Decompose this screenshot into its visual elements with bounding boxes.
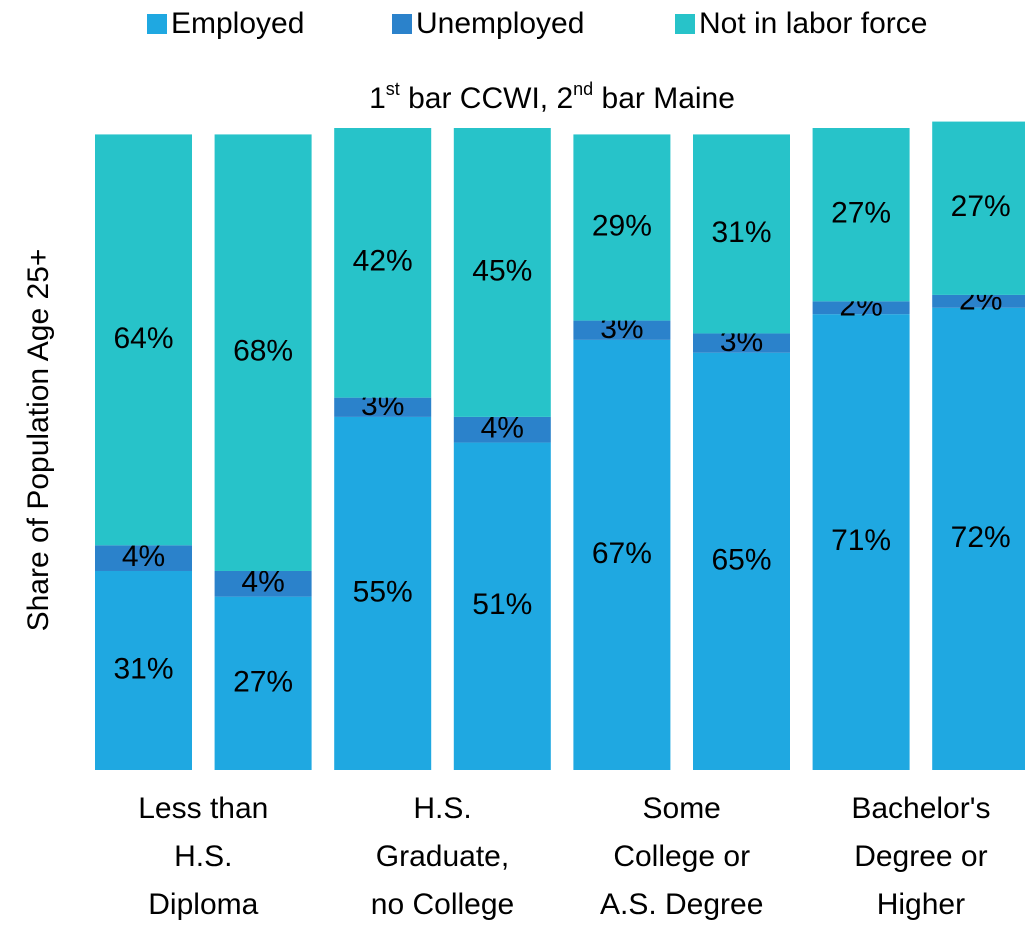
data-label: 72% bbox=[951, 521, 1011, 554]
bar-segment bbox=[932, 121, 1025, 295]
bar-segment bbox=[453, 416, 551, 443]
bar-segment bbox=[334, 416, 432, 770]
data-label: 55% bbox=[353, 575, 413, 608]
subtitle-superscript: nd bbox=[573, 79, 593, 99]
subtitle-part: bar Maine bbox=[593, 82, 735, 115]
data-label: 31% bbox=[113, 652, 173, 685]
x-tick-label: H.S. bbox=[174, 840, 232, 873]
data-label: 45% bbox=[472, 254, 532, 287]
bar-segment bbox=[812, 128, 910, 302]
bar-segment bbox=[812, 314, 910, 770]
x-tick-label: Some bbox=[643, 792, 721, 825]
data-label: 4% bbox=[481, 412, 524, 445]
bar-segment bbox=[334, 397, 432, 417]
x-tick-label: College or bbox=[613, 840, 750, 873]
bar-segment bbox=[214, 596, 312, 770]
data-label: 4% bbox=[241, 566, 284, 599]
subtitle: 1st bar CCWI, 2nd bar Maine bbox=[369, 79, 735, 115]
bar-segment bbox=[214, 134, 312, 571]
bar-segment bbox=[693, 333, 790, 353]
bar-segment bbox=[453, 442, 551, 770]
bar-segment bbox=[334, 128, 432, 398]
data-label: 27% bbox=[951, 190, 1011, 223]
data-label: 65% bbox=[711, 543, 771, 576]
bar-segment bbox=[95, 134, 192, 546]
x-tick-label: no College bbox=[371, 888, 514, 921]
data-label: 29% bbox=[592, 209, 652, 242]
data-label: 51% bbox=[472, 588, 532, 621]
data-label: 42% bbox=[353, 245, 413, 278]
bar-segment bbox=[812, 301, 910, 315]
bar-segment bbox=[95, 570, 192, 770]
bar-segment bbox=[693, 352, 790, 770]
bar-segment bbox=[693, 134, 790, 334]
legend-label: Not in labor force bbox=[699, 7, 927, 40]
bar-segment bbox=[932, 294, 1025, 308]
x-tick-label: A.S. Degree bbox=[600, 888, 763, 921]
data-label: 27% bbox=[831, 197, 891, 230]
legend-swatch bbox=[392, 14, 412, 34]
x-tick-label: Degree or bbox=[854, 840, 987, 873]
legend-swatch bbox=[147, 14, 167, 34]
x-tick-label: H.S. bbox=[413, 792, 471, 825]
x-tick-label: Bachelor's bbox=[851, 792, 990, 825]
x-tick-label: Graduate, bbox=[376, 840, 509, 873]
data-label: 68% bbox=[233, 335, 293, 368]
bar-segment bbox=[932, 307, 1025, 770]
data-label: 71% bbox=[831, 524, 891, 557]
legend-label: Employed bbox=[171, 7, 304, 40]
subtitle-part: 1 bbox=[369, 82, 386, 115]
data-label: 67% bbox=[592, 537, 652, 570]
bar-segment bbox=[573, 134, 671, 321]
data-label: 31% bbox=[711, 216, 771, 249]
data-label: 27% bbox=[233, 665, 293, 698]
data-label: 64% bbox=[113, 322, 173, 355]
bar-segment bbox=[573, 320, 671, 340]
bar-segment bbox=[214, 570, 312, 597]
subtitle-superscript: st bbox=[386, 79, 400, 99]
bar-segment bbox=[453, 128, 551, 417]
subtitle-part: bar CCWI, 2 bbox=[400, 82, 573, 115]
data-label: 4% bbox=[122, 540, 165, 573]
bar-segment bbox=[95, 545, 192, 571]
x-tick-label: Diploma bbox=[148, 888, 258, 921]
legend-label: Unemployed bbox=[416, 7, 584, 40]
x-tick-label: Higher bbox=[877, 888, 965, 921]
y-axis-label: Share of Population Age 25+ bbox=[22, 249, 55, 632]
bar-segment bbox=[573, 339, 671, 770]
x-tick-label: Less than bbox=[138, 792, 268, 825]
legend-swatch bbox=[675, 14, 695, 34]
